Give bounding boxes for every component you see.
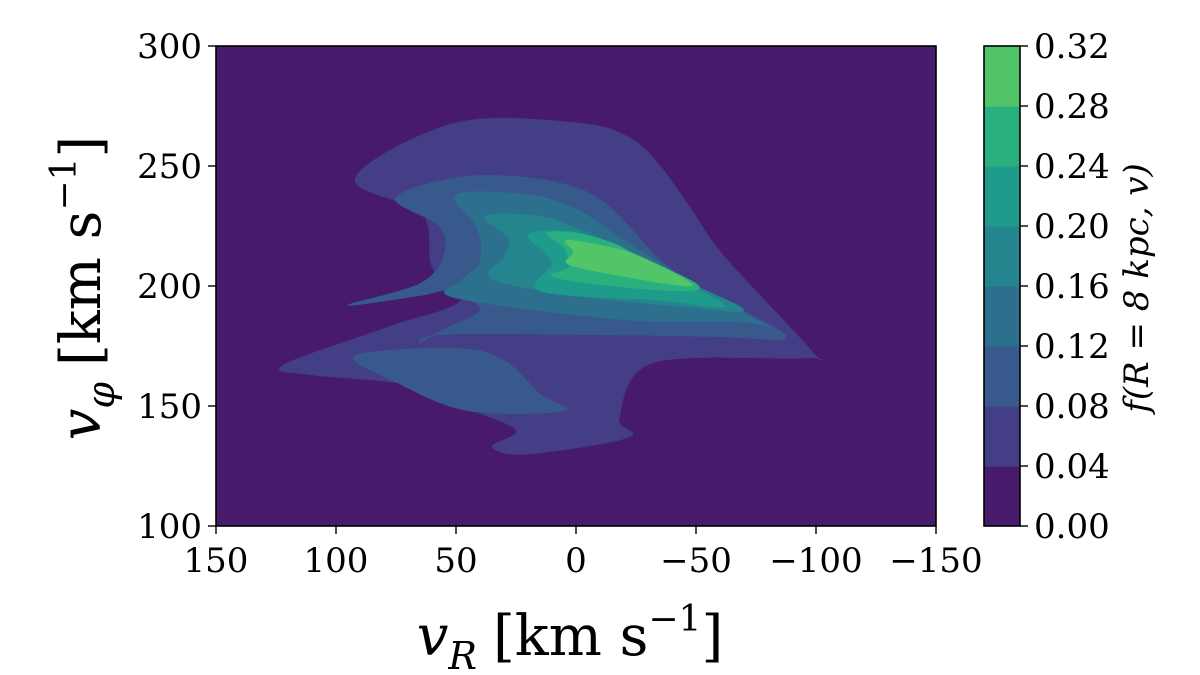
colorbar-tick-label: 0.00 [1034,507,1110,547]
colorbar-band [984,46,1020,107]
contour-level-2 [353,347,568,414]
x-tick-label: 150 [184,541,249,581]
colorbar-band [984,346,1020,407]
x-axis: 150 100 50 0 −50 −100 −150 [184,526,983,581]
y-tick-label: 100 [137,507,202,547]
colorbar-band [984,106,1020,167]
colorbar-band [984,226,1020,287]
x-tick-label: −50 [660,541,732,581]
y-axis-label: vφ[km s−1] [44,136,123,441]
plot-area [215,45,937,527]
x-tick-label: 50 [434,541,477,581]
x-tick-label: −150 [889,541,982,581]
x-tick-label: 0 [565,541,587,581]
contour-level-7 [565,239,693,287]
colorbar-tick-label: 0.08 [1034,387,1110,427]
colorbar-tick-label: 0.28 [1034,87,1110,127]
colorbar-tick-label: 0.24 [1034,147,1110,187]
y-tick-label: 250 [137,147,202,187]
colorbar-tick-label: 0.16 [1034,267,1110,307]
x-tick-label: −100 [769,541,862,581]
colorbar: 0.00 0.04 0.08 0.12 0.16 0.20 0.24 0.28 0.32 [983,27,1110,547]
colorbar-tick-label: 0.32 [1034,27,1110,67]
colorbar-band [984,166,1020,227]
colorbar-tick-label: 0.20 [1034,207,1110,247]
colorbar-band [984,286,1020,347]
y-tick-label: 300 [137,27,202,67]
x-tick-label: 100 [304,541,369,581]
colorbar-band [984,466,1020,527]
y-tick-label: 150 [137,387,202,427]
colorbar-tick-label: 0.12 [1034,327,1110,367]
colorbar-tick-label: 0.04 [1034,447,1110,487]
colorbar-band [984,406,1020,467]
y-tick-label: 200 [137,267,202,307]
x-axis-label: vR [km s−1] [417,599,724,675]
y-axis: 100 150 200 250 300 [137,27,216,547]
colorbar-label: f(R = 8 kpc, v) [1117,163,1157,416]
